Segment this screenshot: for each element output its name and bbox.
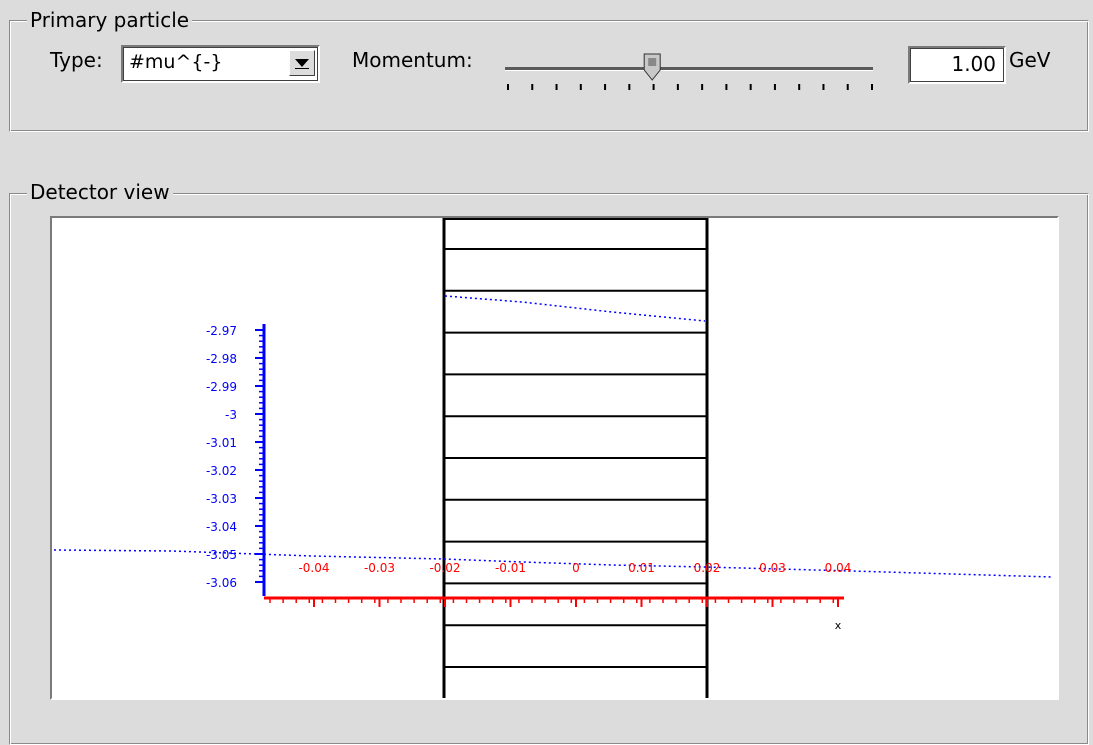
particle-type-value: #mu^{-} [129, 51, 223, 73]
dropdown-button[interactable] [289, 50, 315, 76]
x-tick-label: 0.03 [759, 561, 786, 575]
primary-particle-group [9, 20, 1089, 132]
particle-track-upper [444, 295, 706, 322]
y-tick-label: -3.06 [206, 576, 237, 590]
type-label: Type: [50, 48, 103, 72]
detector-view-title: Detector view [27, 181, 173, 203]
y-tick-label: -3.01 [206, 436, 237, 450]
y-tick-label: -3.04 [206, 520, 237, 534]
chevron-down-icon [295, 59, 309, 69]
slider-thumb[interactable] [643, 53, 661, 81]
particle-track-lower [53, 549, 1053, 578]
x-tick-label: 0.02 [694, 561, 721, 575]
momentum-slider-graphic [505, 53, 873, 90]
x-tick-label: 0 [572, 561, 580, 575]
y-tick-label: -3.03 [206, 492, 237, 506]
x-tick-label: -0.01 [495, 561, 526, 575]
particle-type-dropdown[interactable]: #mu^{-} [121, 45, 320, 83]
detector-slab [442, 218, 709, 698]
x-tick-label: -0.04 [298, 561, 329, 575]
x-tick-label: -0.03 [364, 561, 395, 575]
y-axis: -2.97 -2.98 -2.99 -3 -3.01 -3.02 -3.03 -3.04 -3.… [206, 324, 266, 596]
momentum-label: Momentum: [352, 48, 473, 72]
y-tick-label: -3.02 [206, 464, 237, 478]
x-tick-label: 0.01 [628, 561, 655, 575]
y-tick-label: -3 [225, 408, 237, 422]
momentum-input[interactable]: 1.00 [908, 46, 1006, 84]
momentum-unit: GeV [1009, 48, 1051, 72]
x-axis: -0.04 -0.03 -0.02 -0.01 0 0.01 0.02 0.03 0.04 x [264, 561, 851, 632]
y-tick-label: -2.99 [206, 380, 237, 394]
x-tick-label: -0.02 [429, 561, 460, 575]
primary-particle-title: Primary particle [27, 9, 193, 31]
y-tick-label: -2.97 [206, 324, 237, 338]
y-tick-label: -2.98 [206, 352, 237, 366]
x-tick-label: 0.04 [825, 561, 852, 575]
detector-canvas[interactable]: -2.97 -2.98 -2.99 -3 -3.01 -3.02 -3.03 -3.04 -3.… [50, 216, 1059, 700]
x-axis-title: x [835, 619, 842, 632]
y-tick-label: -3.05 [206, 548, 237, 562]
momentum-slider[interactable] [500, 52, 880, 94]
detector-plot: -2.97 -2.98 -2.99 -3 -3.01 -3.02 -3.03 -3.04 -3.… [53, 218, 1053, 698]
